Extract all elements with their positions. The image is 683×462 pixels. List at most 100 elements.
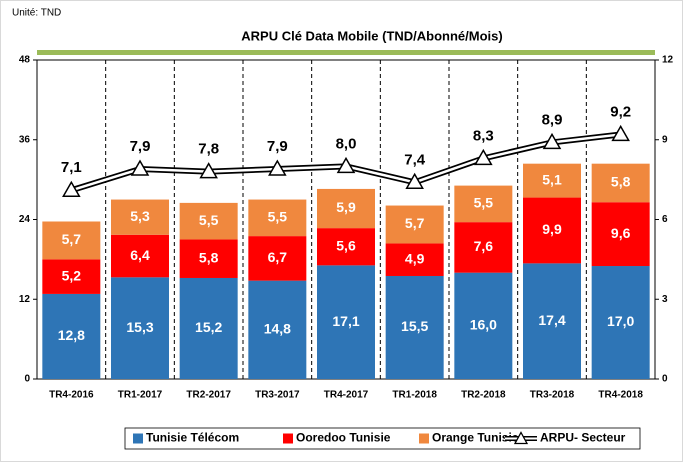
bar-segment: [454, 272, 513, 379]
bar-segment: [111, 199, 169, 235]
data-label: 5,1: [542, 171, 562, 187]
y-tick-label: 0: [24, 374, 30, 385]
point-label: 9,2: [610, 103, 631, 120]
line-marker: [130, 159, 150, 176]
bar-segment: [385, 275, 444, 379]
bar-segment: [42, 221, 101, 260]
data-label: 5,7: [62, 231, 82, 247]
data-label: 9,6: [611, 225, 631, 241]
legend-label: ARPU- Secteur: [540, 431, 626, 445]
data-label: 5,8: [611, 174, 631, 190]
data-label: 6,4: [130, 247, 150, 263]
bar-segment: [591, 163, 650, 203]
bar-segment: [248, 280, 307, 379]
chart-title: ARPU Clé Data Mobile (TND/Abonné/Mois): [241, 28, 502, 43]
title-rule: [37, 50, 655, 55]
bar-segment: [111, 277, 169, 379]
point-label: 7,9: [267, 138, 288, 155]
data-label: 17,0: [607, 313, 634, 329]
bar-segment: [591, 202, 650, 267]
data-label: 15,3: [126, 319, 153, 335]
bar-segment: [179, 239, 238, 278]
data-label: 17,4: [538, 312, 565, 328]
data-label: 5,9: [336, 199, 356, 215]
x-tick-label: TR4-2018: [598, 390, 643, 401]
chart-subtitle: Unité: TND: [12, 8, 61, 19]
data-label: 14,8: [264, 321, 291, 337]
bar-segment: [454, 222, 513, 273]
legend-key: [133, 433, 143, 444]
data-label: 9,9: [542, 221, 562, 237]
bar-segment: [317, 188, 375, 229]
bar-segment: [42, 259, 101, 294]
data-label: 4,9: [405, 250, 425, 266]
x-tick-label: TR3-2017: [255, 390, 300, 401]
x-tick-label: TR2-2018: [461, 390, 506, 401]
y2-tick-label: 12: [662, 55, 674, 66]
line-marker: [62, 180, 81, 198]
y-tick-label: 12: [19, 294, 31, 305]
data-label: 6,7: [268, 249, 288, 265]
bar-segment: [385, 205, 444, 244]
data-label: 15,2: [195, 319, 222, 335]
bar-segment: [385, 243, 444, 276]
legend-label: Tunisie Télécom: [146, 431, 239, 445]
line-marker: [268, 159, 287, 176]
data-label: 5,2: [62, 267, 82, 283]
data-label: 12,8: [58, 327, 85, 343]
x-tick-label: TR4-2017: [324, 390, 369, 401]
x-tick-label: TR1-2017: [118, 390, 163, 401]
y2-tick-label: 9: [662, 134, 668, 145]
data-label: 5,8: [199, 249, 219, 265]
y2-tick-label: 0: [662, 374, 668, 385]
bar-segment: [523, 263, 581, 379]
data-label: 5,3: [130, 208, 150, 224]
bar-segment: [523, 163, 581, 198]
data-label: 15,5: [401, 318, 428, 334]
point-label: 8,0: [336, 135, 357, 152]
point-label: 7,1: [61, 159, 82, 176]
line-marker: [336, 156, 356, 174]
line-marker: [611, 124, 630, 142]
bar-segment: [179, 202, 238, 240]
bar-segment: [317, 265, 375, 379]
bar-segment: [179, 277, 238, 379]
y-tick-label: 24: [19, 214, 31, 225]
y2-tick-label: 3: [662, 294, 668, 305]
point-label: 7,9: [130, 138, 151, 155]
data-label: 5,5: [268, 209, 288, 225]
data-label: 5,7: [405, 215, 425, 231]
x-tick-label: TR4-2016: [49, 390, 94, 401]
bar-segment: [317, 228, 375, 266]
point-label: 8,9: [542, 111, 563, 128]
legend-key-marker: [513, 431, 529, 445]
point-label: 7,4: [404, 151, 426, 168]
bar-segment: [454, 185, 513, 223]
y-tick-label: 36: [19, 134, 31, 145]
bar-segment: [248, 199, 307, 237]
x-tick-label: TR2-2017: [186, 390, 231, 401]
line-marker: [542, 132, 562, 150]
y-tick-label: 48: [19, 55, 31, 66]
legend-key: [283, 433, 293, 444]
legend-label: Orange Tunisie: [432, 431, 519, 445]
y2-tick-label: 6: [662, 214, 668, 225]
point-label: 7,8: [198, 141, 219, 158]
x-tick-label: TR1-2018: [392, 390, 437, 401]
data-label: 5,5: [199, 212, 219, 228]
data-label: 7,6: [474, 238, 494, 254]
x-tick-label: TR3-2018: [530, 390, 575, 401]
legend-box: [124, 427, 641, 450]
bar-segment: [248, 236, 307, 281]
bar-segment: [523, 197, 581, 264]
line-marker: [199, 162, 218, 179]
data-label: 5,5: [474, 195, 494, 211]
data-label: 5,6: [336, 237, 356, 253]
bar-segment: [111, 234, 169, 278]
line-marker: [474, 148, 493, 166]
legend-key: [419, 433, 429, 444]
bar-segment: [591, 266, 650, 379]
point-label: 8,3: [473, 127, 494, 144]
data-label: 17,1: [332, 313, 359, 329]
